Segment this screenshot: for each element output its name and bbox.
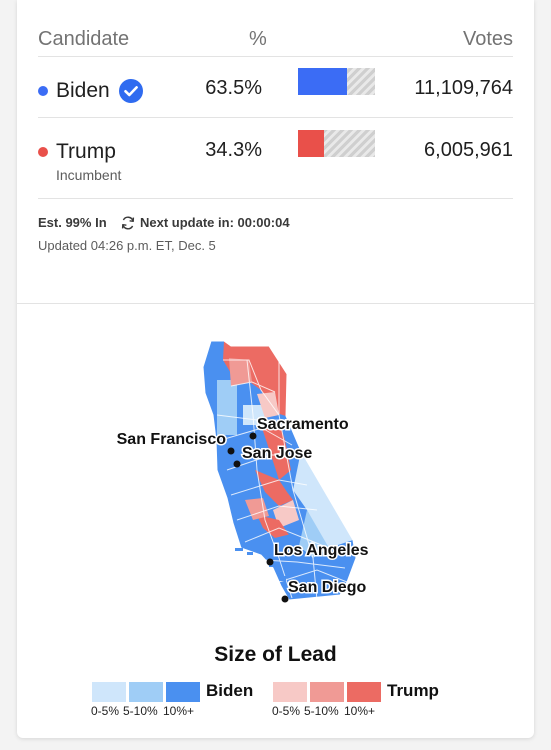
city-san-jose[interactable]: San Jose <box>233 444 314 468</box>
city-los-angeles[interactable]: Los Angeles <box>266 541 370 566</box>
next-update-timer: Next update in: 00:00:04 <box>140 215 290 230</box>
city-label: Los Angeles <box>274 542 369 559</box>
city-san-francisco[interactable]: San Francisco <box>115 430 235 455</box>
legend-tick: 0-5% <box>272 704 301 718</box>
trump-color-dot <box>38 147 48 157</box>
legend-tick: 0-5% <box>91 704 120 718</box>
city-san-diego[interactable]: San Diego <box>281 578 368 603</box>
legend-swatch-trump-5-10 <box>310 682 344 702</box>
legend-swatch-biden-0-5 <box>92 682 126 702</box>
legend-tick: 10%+ <box>163 704 195 718</box>
updated-timestamp: Updated 04:26 p.m. ET, Dec. 5 <box>38 238 216 253</box>
city-marker <box>266 558 274 566</box>
candidate-name: Biden <box>56 79 110 102</box>
vote-share-bar <box>298 68 375 95</box>
city-label: San Jose <box>242 445 312 462</box>
vote-share-fill <box>298 68 347 95</box>
candidate-percent: 63.5% <box>205 77 262 99</box>
vote-share-fill <box>298 130 325 157</box>
header-votes: Votes <box>462 28 513 50</box>
candidate-percent: 34.3% <box>205 139 262 161</box>
header-divider <box>38 56 513 57</box>
legend-tick: 5-10% <box>304 704 339 718</box>
vote-share-bar <box>298 130 375 157</box>
city-label: Sacramento <box>257 416 349 433</box>
city-sacramento[interactable]: Sacramento <box>249 415 350 440</box>
legend-tick: 5-10% <box>123 704 158 718</box>
city-label: San Francisco <box>117 431 227 448</box>
section-divider <box>17 303 534 304</box>
check-circle-icon <box>119 79 143 103</box>
candidate-name: Trump <box>56 140 116 163</box>
candidate-votes: 6,005,961 <box>424 139 513 161</box>
candidate-subtitle: Incumbent <box>56 167 122 183</box>
legend-swatch-biden-10-plus <box>166 682 200 702</box>
legend-swatch-trump-10-plus <box>347 682 381 702</box>
refresh-icon[interactable] <box>120 215 136 231</box>
legend-title: Size of Lead <box>214 643 337 666</box>
legend-trump-label: Trump <box>387 681 439 700</box>
city-marker <box>227 447 235 455</box>
city-label: San Diego <box>288 579 366 596</box>
city-marker <box>281 595 289 603</box>
legend-tick: 10%+ <box>344 704 376 718</box>
city-marker <box>249 432 257 440</box>
candidate-votes: 11,109,764 <box>414 77 513 99</box>
biden-color-dot <box>38 86 48 96</box>
city-marker <box>233 460 241 468</box>
row-divider <box>38 117 513 118</box>
california-county-map[interactable]: Sacramento San Francisco San Jose Los An… <box>17 320 534 620</box>
legend-swatch-trump-0-5 <box>273 682 307 702</box>
legend-swatch-biden-5-10 <box>129 682 163 702</box>
legend-biden-label: Biden <box>206 681 254 700</box>
row-divider <box>38 198 513 199</box>
results-card: Candidate % Votes Biden 63.5% 11,109,764… <box>17 0 534 738</box>
header-candidate: Candidate <box>38 28 130 50</box>
header-percent: % <box>249 28 267 50</box>
reporting-status: Est. 99% In <box>38 215 107 230</box>
